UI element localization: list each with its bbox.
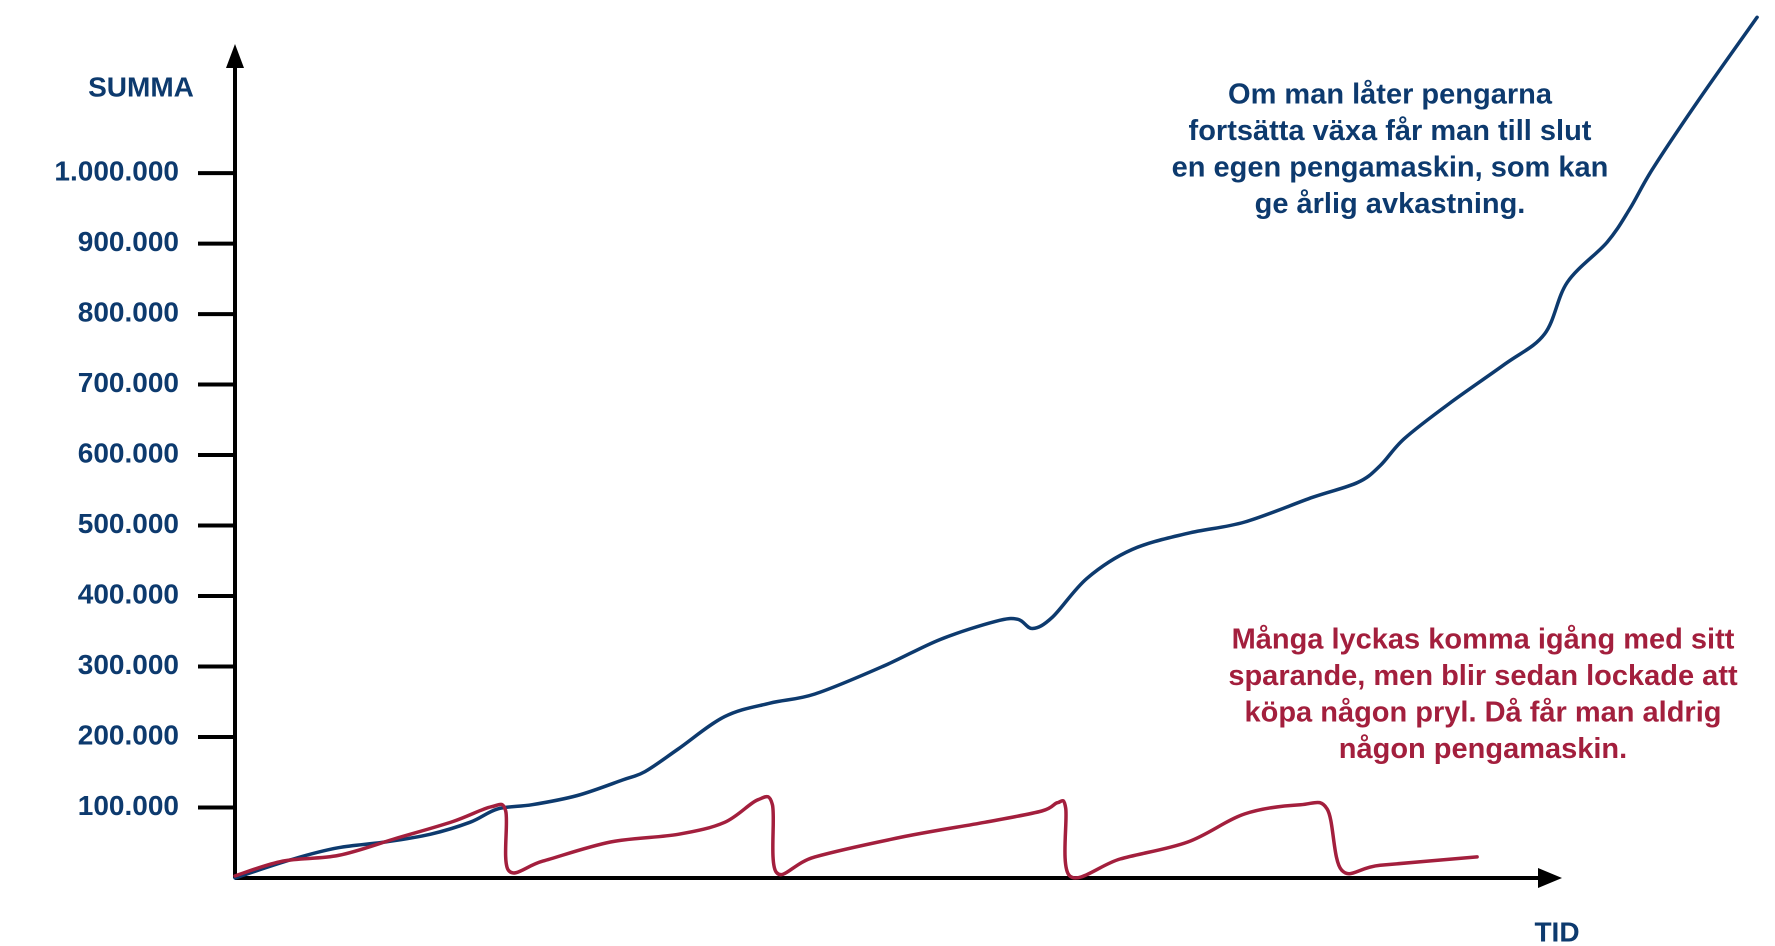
annotation-line: en egen pengamaskin, som kan <box>1172 152 1609 184</box>
annotation-line: Om man låter pengarna <box>1228 79 1553 111</box>
y-tick-label: 800.000 <box>78 296 179 327</box>
y-tick-label: 1.000.000 <box>54 155 179 186</box>
annotation-line: köpa någon pryl. Då får man aldrig <box>1245 697 1722 729</box>
series-line <box>233 794 1479 880</box>
y-tick-label: 600.000 <box>78 437 179 468</box>
annotation-line: fortsätta växa får man till slut <box>1189 115 1592 147</box>
y-tick-label: 500.000 <box>78 508 179 539</box>
annotation-line: ge årlig avkastning. <box>1255 188 1526 220</box>
y-tick-label: 100.000 <box>78 790 179 821</box>
annotation-line: Många lyckas komma igång med sitt <box>1232 624 1735 656</box>
y-tick-label: 200.000 <box>78 719 179 750</box>
x-axis-label: TID <box>1534 916 1579 946</box>
y-tick-label: 700.000 <box>78 367 179 398</box>
y-axis-label: SUMMA <box>88 71 194 102</box>
x-axis-arrow <box>1538 868 1562 888</box>
y-tick-label: 400.000 <box>78 578 179 609</box>
y-axis-arrow <box>226 44 244 68</box>
annotation-line: någon pengamaskin. <box>1339 733 1627 765</box>
annotation-line: sparande, men blir sedan lockade att <box>1228 660 1738 692</box>
y-tick-label: 900.000 <box>78 226 179 257</box>
y-tick-label: 300.000 <box>78 649 179 680</box>
